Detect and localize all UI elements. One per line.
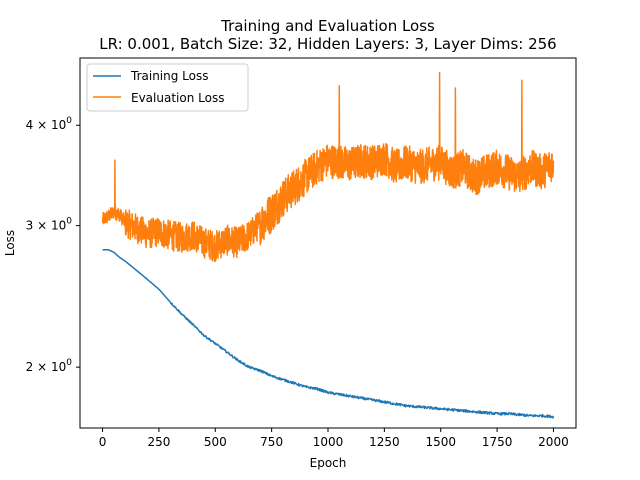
- x-axis-label: Epoch: [310, 456, 347, 470]
- series-layer: [101, 71, 555, 419]
- legend: Training Loss Evaluation Loss: [86, 63, 249, 112]
- y-tick-label: 3 × 100: [26, 217, 73, 233]
- x-tick-label: 250: [147, 435, 170, 449]
- chart-title: Training and Evaluation Loss: [220, 17, 435, 35]
- chart-subtitle: LR: 0.001, Batch Size: 32, Hidden Layers…: [99, 35, 556, 53]
- x-tick-label: 0: [99, 435, 107, 449]
- y-axis-ticks: 2 × 100 3 × 100 4 × 100: [26, 116, 80, 374]
- x-tick-label: 750: [260, 435, 283, 449]
- y-axis-label: Loss: [3, 230, 17, 256]
- x-tick-label: 2000: [538, 435, 569, 449]
- legend-label-training-loss: Training Loss: [130, 69, 208, 83]
- y-tick-label: 4 × 100: [26, 116, 73, 132]
- x-tick-label: 1250: [369, 435, 400, 449]
- series-line-training-loss: [102, 248, 555, 419]
- y-tick-label: 2 × 100: [26, 358, 73, 374]
- series-line-evaluation-loss: [101, 71, 555, 263]
- x-tick-label: 1500: [425, 435, 456, 449]
- x-tick-label: 1000: [313, 435, 344, 449]
- x-tick-label: 500: [204, 435, 227, 449]
- legend-box: [86, 63, 249, 112]
- x-tick-label: 1750: [482, 435, 513, 449]
- x-axis-ticks: 0 250 500 750 1000 1250 1500 1750 2000: [99, 428, 569, 449]
- legend-label-evaluation-loss: Evaluation Loss: [131, 91, 224, 105]
